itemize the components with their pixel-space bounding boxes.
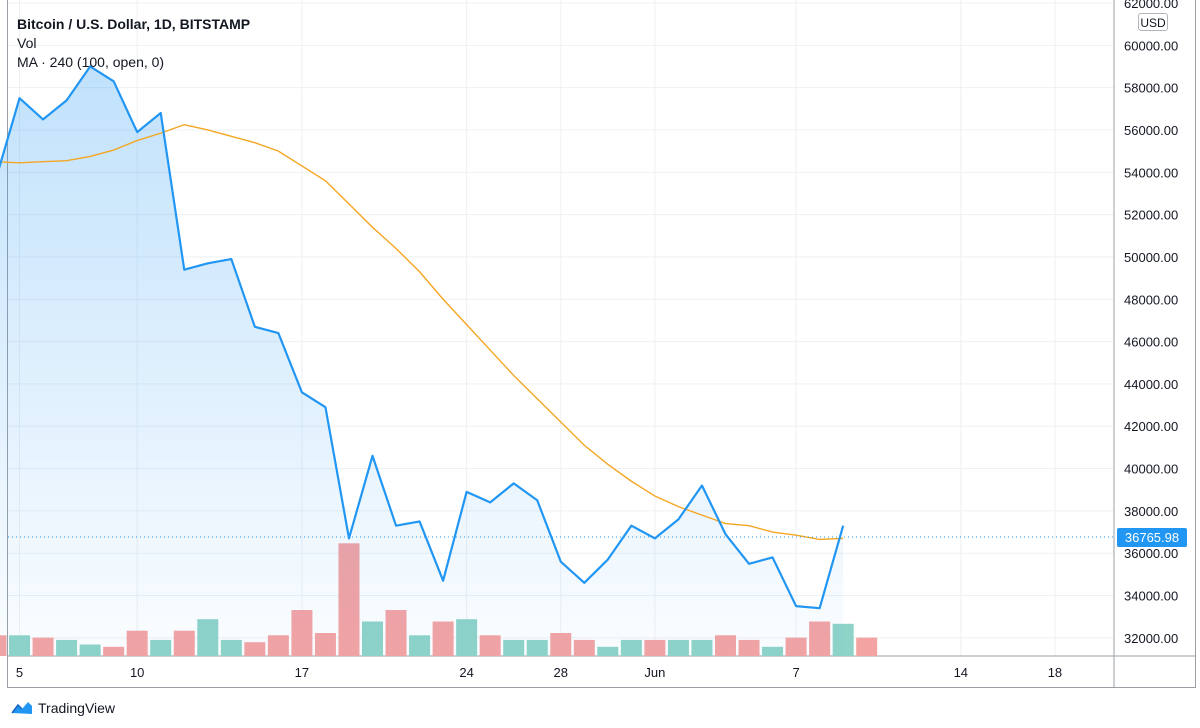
y-tick-label: 44000.00 bbox=[1124, 377, 1178, 392]
x-tick-label: Jun bbox=[644, 665, 665, 680]
x-tick-label: 17 bbox=[295, 665, 309, 680]
x-tick-label: 24 bbox=[459, 665, 473, 680]
footer[interactable]: TradingView bbox=[10, 697, 115, 719]
y-tick-label: 42000.00 bbox=[1124, 419, 1178, 434]
y-tick-label: 62000.00 bbox=[1124, 0, 1178, 11]
y-tick-label: 34000.00 bbox=[1124, 589, 1178, 604]
y-tick-label: 46000.00 bbox=[1124, 335, 1178, 350]
x-tick-label: 18 bbox=[1048, 665, 1062, 680]
y-tick-label: 60000.00 bbox=[1124, 38, 1178, 53]
y-tick-label: 56000.00 bbox=[1124, 123, 1178, 138]
tradingview-logo-icon bbox=[11, 702, 32, 714]
x-tick-label: 10 bbox=[130, 665, 144, 680]
price-line bbox=[0, 65, 845, 610]
y-tick-label: 40000.00 bbox=[1124, 462, 1178, 477]
y-tick-label: 58000.00 bbox=[1124, 81, 1178, 96]
currency-badge[interactable]: USD bbox=[1138, 13, 1168, 31]
moving-average-line bbox=[0, 123, 844, 541]
price-area-fill bbox=[0, 66, 844, 656]
y-tick-label: 48000.00 bbox=[1124, 292, 1178, 307]
x-tick-label: 7 bbox=[792, 665, 799, 680]
y-tick-label: 54000.00 bbox=[1124, 165, 1178, 180]
y-tick-label: 50000.00 bbox=[1124, 250, 1178, 265]
last-price-label: 36765.98 bbox=[1117, 527, 1187, 547]
x-tick-label: 28 bbox=[554, 665, 568, 680]
x-tick-label: 5 bbox=[16, 665, 23, 680]
brand-text: TradingView bbox=[38, 700, 116, 716]
symbol-title[interactable]: Bitcoin / U.S. Dollar, 1D, BITSTAMP bbox=[17, 16, 251, 32]
volume-bar bbox=[856, 637, 878, 656]
x-tick-label: 14 bbox=[954, 665, 968, 680]
y-tick-label: 38000.00 bbox=[1124, 504, 1178, 519]
y-tick-label: 32000.00 bbox=[1124, 631, 1178, 646]
y-tick-label: 36000.00 bbox=[1124, 546, 1178, 561]
moving-average-legend[interactable]: MA · 240 (100, open, 0) bbox=[17, 54, 165, 70]
volume-legend[interactable]: Vol bbox=[17, 35, 37, 51]
y-tick-label: 52000.00 bbox=[1124, 208, 1178, 223]
